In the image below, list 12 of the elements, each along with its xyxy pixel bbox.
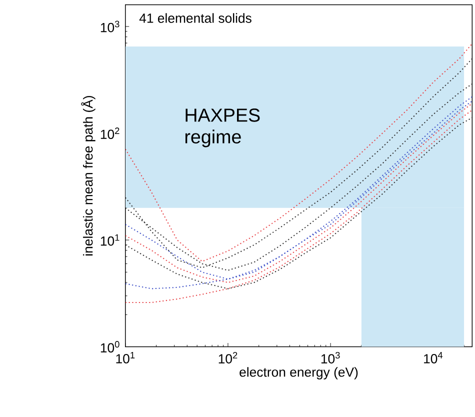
y-tick-label: 10$^{1}$ — [100, 234, 120, 246]
x-tick-label: 10$^{3}$ — [321, 352, 340, 364]
y-axis-title: inelastic mean free path (Å) — [81, 96, 96, 256]
x-tick-label: 10$^{2}$ — [218, 352, 238, 364]
y-tick-label: 10$^{2}$ — [100, 128, 120, 140]
annotation: HAXPES regime — [185, 108, 260, 148]
annotation: 41 elemental solids — [139, 13, 252, 23]
y-tick-label: 10$^{0}$ — [100, 341, 120, 353]
y-tick-label: 10$^{3}$ — [100, 20, 120, 32]
x-axis-title: electron energy (eV) — [240, 367, 358, 380]
x-tick-label: 10$^{1}$ — [116, 352, 135, 364]
x-tick-label: 10$^{4}$ — [424, 352, 443, 364]
